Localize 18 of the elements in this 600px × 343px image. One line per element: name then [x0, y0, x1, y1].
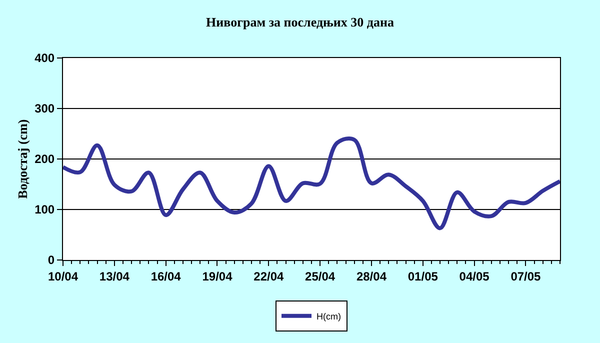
y-tick-label: 400 — [34, 51, 55, 66]
x-tick-label: 16/04 — [150, 269, 182, 284]
y-tick-label: 200 — [34, 152, 55, 166]
chart-title: Нивограм за последњих 30 дана — [206, 14, 394, 30]
x-tick-label: 28/04 — [356, 269, 387, 284]
y-tick-label: 0 — [48, 253, 55, 268]
x-tick-label: 19/04 — [202, 269, 233, 284]
legend-label: H(cm) — [316, 311, 341, 322]
y-tick-label: 100 — [34, 202, 55, 217]
x-tick-label: 25/04 — [305, 269, 336, 284]
x-tick-label: 22/04 — [254, 269, 284, 284]
x-tick-label: 10/04 — [48, 269, 78, 284]
x-tick-label: 01/05 — [408, 269, 438, 284]
x-tick-label: 13/04 — [99, 269, 130, 284]
y-tick-label: 300 — [34, 102, 55, 116]
y-axis-title: Водостај (cm) — [15, 119, 30, 199]
x-tick-label: 07/05 — [510, 269, 542, 284]
x-tick-label: 04/05 — [459, 269, 490, 284]
